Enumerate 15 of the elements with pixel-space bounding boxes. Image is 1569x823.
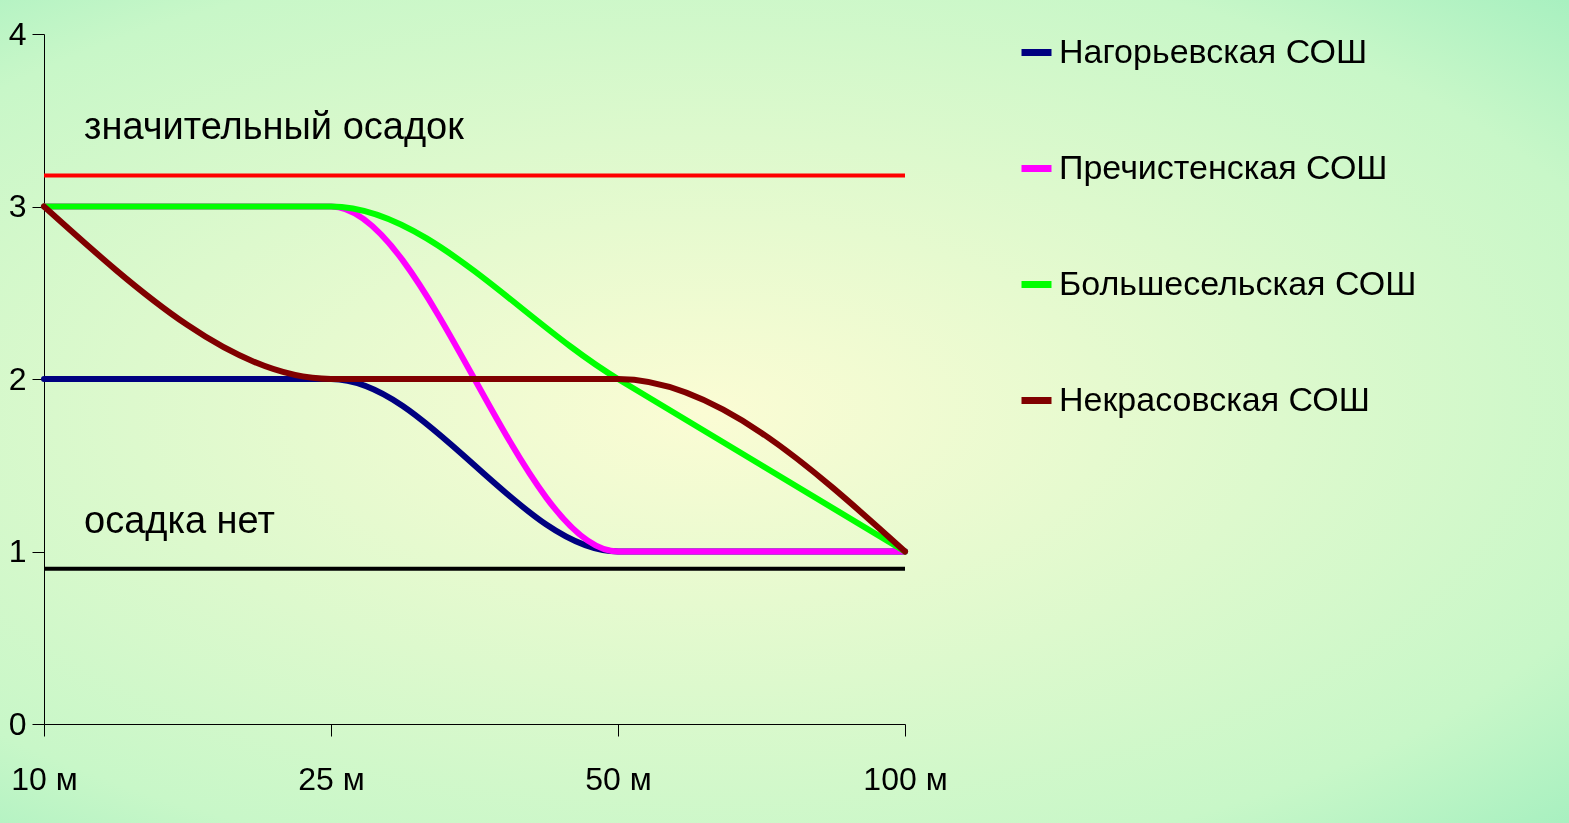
ref-line-label: значительный осадок — [84, 105, 465, 148]
y-tick-label: 2 — [8, 360, 27, 397]
legend-label: Некрасовская СОШ — [1059, 379, 1370, 418]
legend-label: Пречистенская СОШ — [1059, 147, 1388, 186]
y-tick-label: 1 — [8, 533, 27, 569]
ref-line-label: осадка нет — [84, 498, 275, 541]
y-tick-label: 4 — [8, 15, 27, 52]
x-tick-label: 10 м — [11, 760, 78, 797]
x-tick-label: 25 м — [298, 760, 365, 797]
legend-label: Нагорьевская СОШ — [1059, 31, 1368, 70]
legend-label: Большесельская СОШ — [1059, 263, 1417, 302]
x-tick-label: 50 м — [585, 760, 652, 797]
y-tick-label: 3 — [8, 188, 27, 224]
y-tick-label: 0 — [8, 705, 27, 742]
x-tick-label: 100 м — [863, 760, 948, 797]
